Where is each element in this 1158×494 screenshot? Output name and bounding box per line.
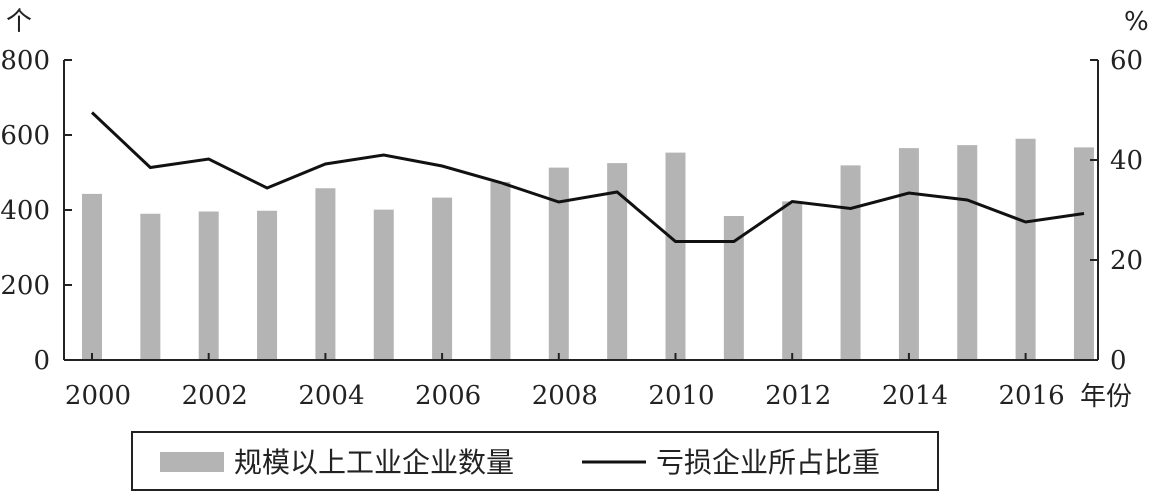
x-tick-label: 2002 — [182, 381, 248, 411]
right-tick-label: 20 — [1110, 246, 1143, 276]
right-axis-unit: % — [1124, 7, 1149, 37]
bar-2004 — [315, 188, 336, 360]
bar-2017 — [1073, 147, 1094, 360]
bar-2010 — [665, 152, 686, 360]
x-tick-label: 2012 — [765, 381, 831, 411]
legend-box — [131, 431, 939, 491]
x-tick-label: 2006 — [415, 381, 481, 411]
left-tick-label: 0 — [33, 346, 50, 376]
bar-2015 — [957, 145, 978, 360]
x-axis-label: 年份 — [1080, 382, 1132, 412]
axes-layer: 个 % 年份 — [6, 7, 1149, 412]
bar-2005 — [373, 209, 394, 360]
x-tick-label: 2008 — [532, 381, 598, 411]
ticks-layer: 0 200 400 600 800 0 20 40 60 2000 2002 2004 2006 2008… — [0, 46, 1143, 411]
right-tick-label: 40 — [1110, 146, 1143, 176]
line-layer — [90, 111, 1085, 243]
bar-2001 — [140, 213, 161, 360]
bars-layer — [82, 138, 1094, 360]
left-tick-label: 800 — [0, 46, 50, 76]
legend: 规模以上工业企业数量 亏损企业所占比重 — [131, 431, 939, 491]
left-tick-label: 200 — [0, 271, 50, 301]
bar-2013 — [840, 165, 861, 360]
left-axis-unit: 个 — [6, 7, 32, 37]
right-tick-label: 60 — [1110, 46, 1143, 76]
bar-2002 — [198, 211, 219, 360]
x-tick-label: 2010 — [648, 381, 714, 411]
bar-2016 — [1015, 138, 1036, 360]
bar-2006 — [432, 197, 453, 360]
right-tick-label: 0 — [1110, 346, 1127, 376]
x-tick-label: 2016 — [999, 381, 1065, 411]
bar-2014 — [898, 148, 919, 360]
x-tick-label: 2004 — [298, 381, 364, 411]
bar-2008 — [548, 167, 569, 360]
bar-2000 — [82, 193, 102, 360]
bar-2009 — [607, 163, 628, 360]
bar-2012 — [782, 201, 803, 360]
legend-label-bar: 规模以上工业企业数量 — [234, 446, 514, 479]
bar-2011 — [723, 216, 744, 360]
bar-2007 — [490, 181, 511, 360]
legend-label-line: 亏损企业所占比重 — [656, 446, 880, 479]
bar-2003 — [257, 210, 278, 360]
series-line-loss-ratio — [90, 111, 1085, 243]
x-tick-label: 2000 — [65, 381, 131, 411]
left-tick-label: 400 — [0, 196, 50, 226]
legend-swatch-bar — [160, 452, 224, 472]
left-tick-label: 600 — [0, 121, 50, 151]
x-tick-label: 2014 — [882, 381, 948, 411]
